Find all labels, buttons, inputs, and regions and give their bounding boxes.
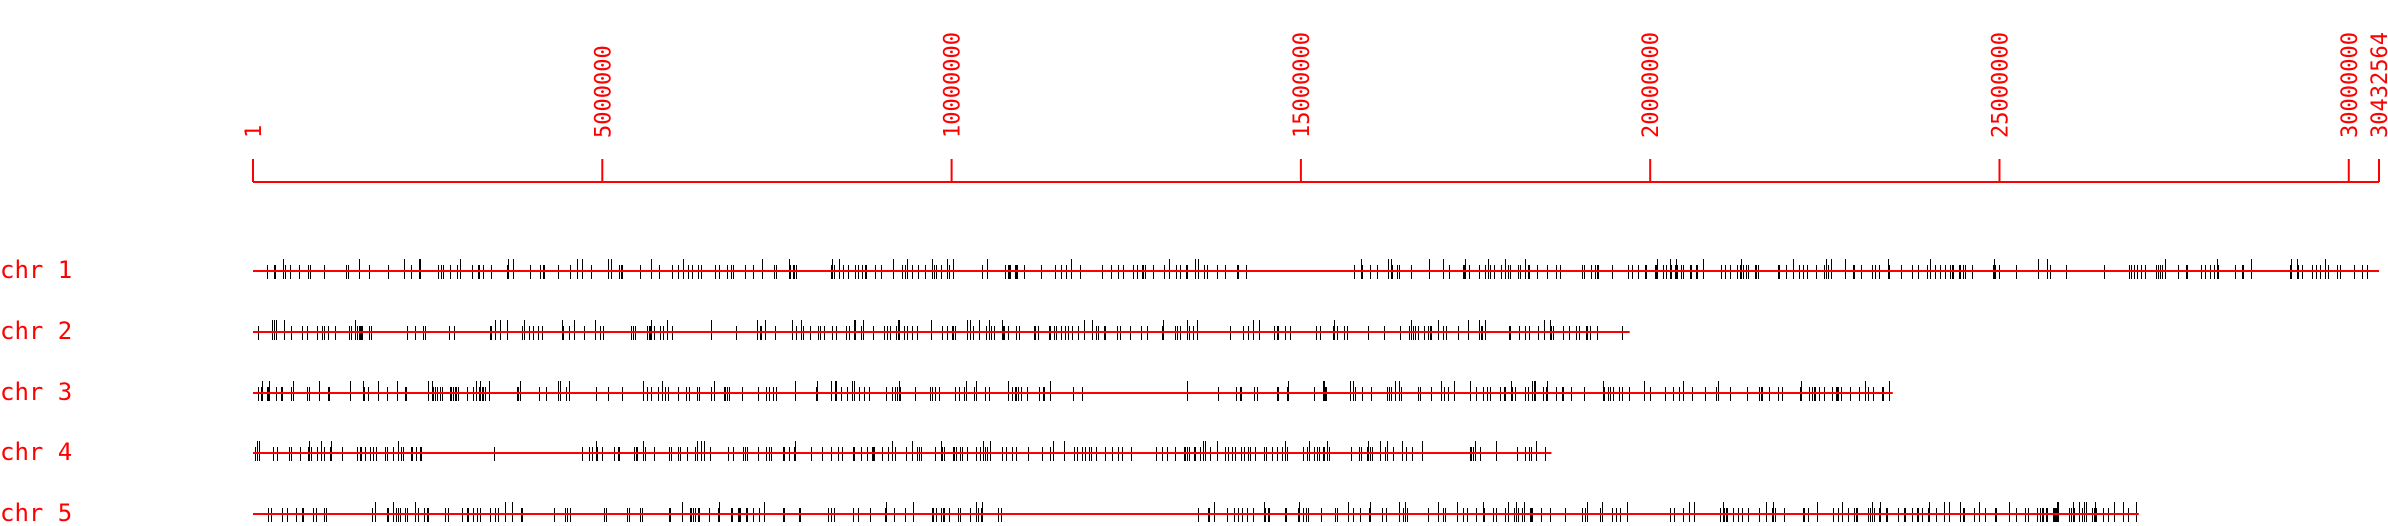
scale-tick-label: 30432564	[2368, 32, 2388, 138]
marker-ticks	[258, 320, 1623, 340]
chromosome-label: chr 1	[0, 256, 72, 284]
scale-tick-label: 30000000	[2338, 32, 2363, 138]
marker-ticks	[268, 502, 2137, 522]
scale-tick-label: 15000000	[1290, 32, 1315, 138]
chromosome-label: chr 2	[0, 317, 72, 345]
scale-tick-label: 10000000	[941, 32, 966, 138]
scale-tick-label: 5000000	[591, 45, 616, 138]
scale-tick-label: 25000000	[1988, 32, 2013, 138]
chromosome-label: chr 5	[0, 499, 72, 526]
scale-tick-label: 20000000	[1639, 32, 1664, 138]
chromosome-label: chr 3	[0, 378, 72, 406]
chromosome-label: chr 4	[0, 438, 72, 466]
scale-tick-label: 1	[242, 125, 267, 138]
marker-ticks	[267, 259, 2368, 279]
marker-ticks	[258, 381, 1890, 401]
marker-ticks	[255, 441, 1546, 461]
